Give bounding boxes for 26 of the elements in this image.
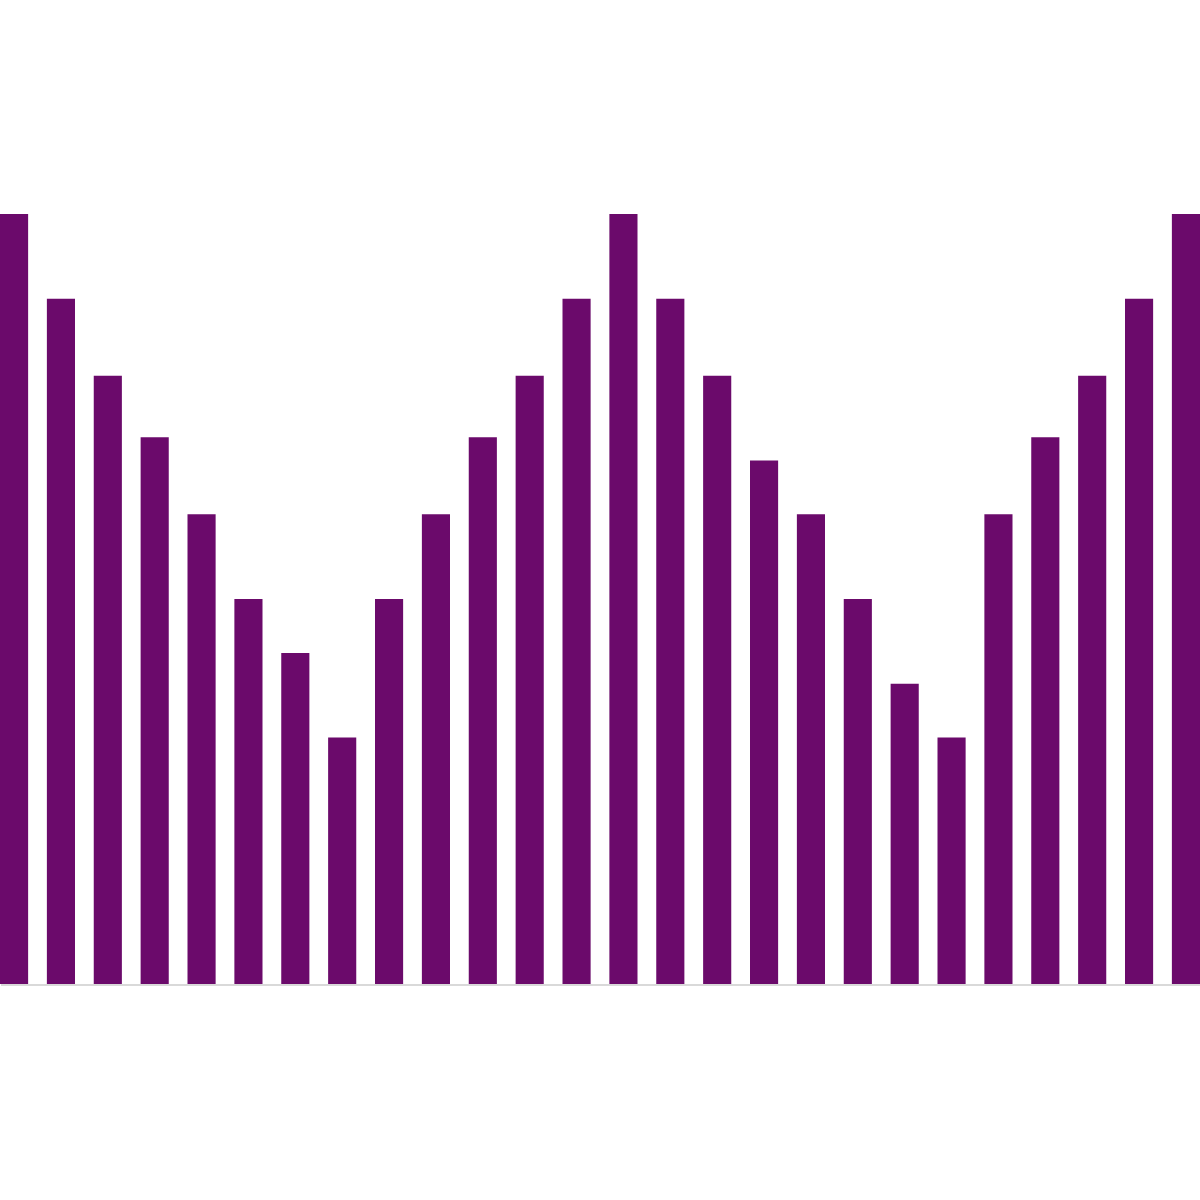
bar [562, 298, 591, 984]
bar [46, 298, 75, 984]
bar [234, 599, 263, 984]
bar [609, 214, 638, 984]
bar [1171, 214, 1200, 984]
bar [750, 460, 779, 984]
bar [703, 375, 732, 984]
bar [328, 737, 357, 984]
bar [375, 599, 404, 984]
bar [93, 375, 122, 984]
bar [796, 514, 825, 984]
bar [984, 514, 1013, 984]
bar [187, 514, 216, 984]
bar [843, 599, 872, 984]
bar [140, 437, 169, 984]
bar [890, 683, 919, 984]
bar [937, 737, 966, 984]
bar [1031, 437, 1060, 984]
bar [281, 652, 310, 984]
bar [0, 214, 29, 984]
bar [1078, 375, 1107, 984]
bar [1125, 298, 1154, 984]
bar [656, 298, 685, 984]
bar [515, 375, 544, 984]
bar [421, 514, 450, 984]
bar [468, 437, 497, 984]
